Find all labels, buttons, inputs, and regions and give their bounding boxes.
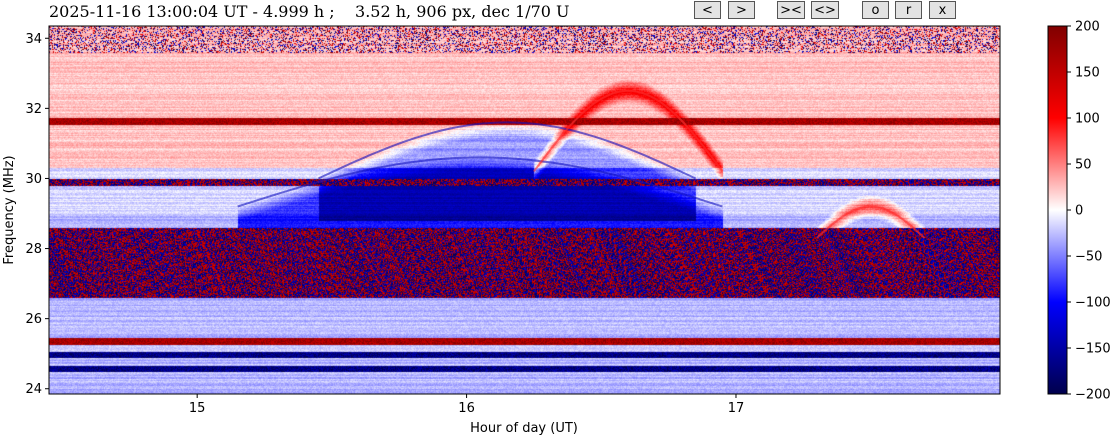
y-tick-label: 34 [25, 32, 42, 47]
y-tick-label: 30 [25, 172, 42, 187]
y-axis-label: Frequency (MHz) [2, 155, 17, 264]
x-button[interactable]: x [929, 1, 956, 19]
colorbar-tick-label: −200 [1075, 388, 1111, 403]
colorbar-tick-label: 50 [1075, 158, 1092, 173]
x-axis-label: Hour of day (UT) [470, 421, 578, 436]
colorbar-tick-label: 100 [1075, 112, 1100, 127]
r-button[interactable]: r [895, 1, 922, 19]
burst-arc-2 [533, 89, 724, 173]
x-tick-label: 16 [458, 401, 475, 416]
o-button[interactable]: o [862, 1, 889, 19]
colorbar [1047, 25, 1068, 395]
burst-arc-3 [816, 205, 926, 239]
zoom-in-button[interactable]: >< [777, 1, 805, 19]
plot-title: 2025-11-16 13:00:04 UT - 4.999 h ; 3.52 … [49, 2, 570, 21]
y-tick-label: 32 [25, 102, 42, 117]
previous-button[interactable]: < [694, 1, 721, 19]
colorbar-tick-label: 0 [1075, 204, 1083, 219]
spectrogram-heatmap [49, 26, 1000, 394]
colorbar-tick-label: −100 [1075, 296, 1111, 311]
y-tick-label: 24 [25, 382, 42, 397]
x-tick-label: 17 [728, 401, 745, 416]
zoom-out-button[interactable]: <> [811, 1, 839, 19]
next-button[interactable]: > [728, 1, 755, 19]
colorbar-tick-label: 150 [1075, 66, 1100, 81]
plot-frame [48, 25, 1001, 395]
y-tick-label: 28 [25, 242, 42, 257]
y-tick-label: 26 [25, 312, 42, 327]
colorbar-tick-label: −50 [1075, 250, 1102, 265]
x-tick-label: 15 [189, 401, 206, 416]
colorbar-tick-label: −150 [1075, 342, 1111, 357]
burst-arc-1 [237, 156, 723, 208]
burst-arc-0 [317, 121, 697, 180]
colorbar-tick-label: 200 [1075, 20, 1100, 35]
